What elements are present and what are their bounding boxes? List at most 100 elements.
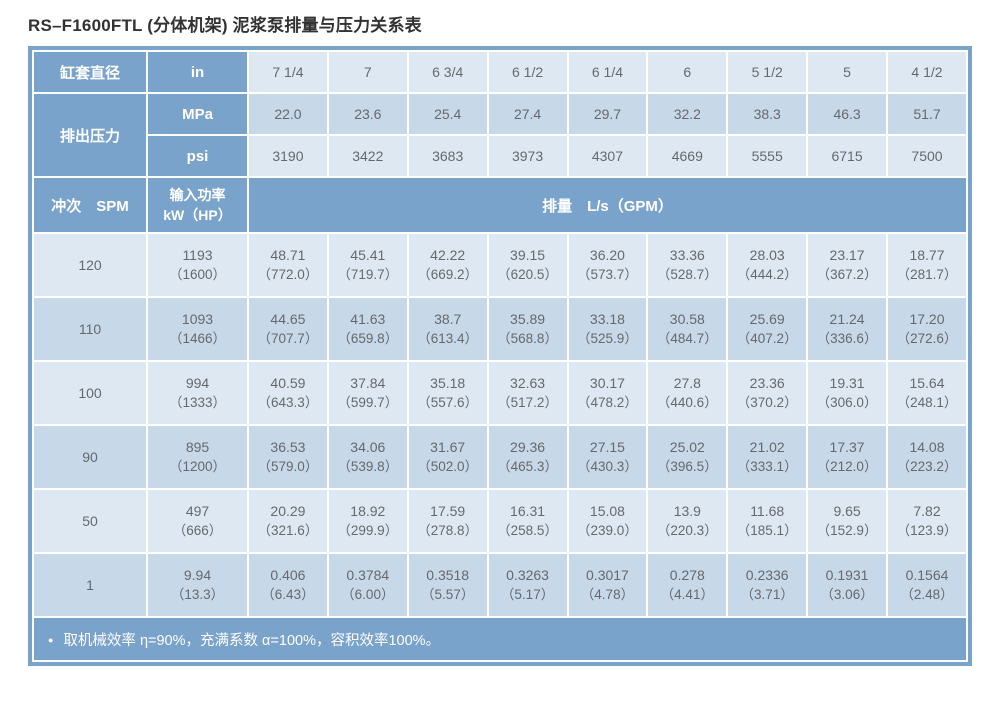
flow-cell: 44.65 （707.7） — [249, 298, 327, 360]
spec-table-frame: 缸套直径 in 7 1/4 7 6 3/4 6 1/2 6 1/4 6 5 1/2 5 4 1/… — [28, 46, 972, 666]
flow-cell: 14.08 （223.2） — [888, 426, 966, 488]
mpa-value-cell: 22.0 — [249, 94, 327, 134]
liner-unit-label: in — [148, 52, 247, 92]
page-title: RS–F1600FTL (分体机架) 泥浆泵排量与压力关系表 — [28, 16, 422, 35]
flow-cell: 34.06 （539.8） — [328, 426, 407, 488]
flow-cell: 17.59 （278.8） — [408, 490, 487, 552]
flow-cell: 33.36 （528.7） — [648, 234, 727, 296]
flow-cell: 25.69 （407.2） — [728, 298, 807, 360]
data-row-spm-50: 50 497 （666） 20.29 （321.6） 18.92 （299.9） 17.59 （… — [34, 490, 966, 552]
mpa-value-cell: 32.2 — [648, 94, 727, 134]
flow-cell: 36.20 （573.7） — [568, 234, 647, 296]
flow-cell: 0.3263 （5.17） — [488, 554, 567, 616]
mpa-value-cell: 38.3 — [728, 94, 807, 134]
psi-value-cell: 3190 — [249, 136, 327, 176]
bullet-icon: ● — [48, 634, 54, 645]
flow-cell: 17.37 （212.0） — [808, 426, 886, 488]
power-cell: 895 （1200） — [148, 426, 247, 488]
flow-cell: 11.68 （185.1） — [728, 490, 807, 552]
flow-cell: 20.29 （321.6） — [249, 490, 327, 552]
psi-value-cell: 3422 — [328, 136, 407, 176]
psi-label: psi — [148, 136, 247, 176]
power-cell: 1093 （1466） — [148, 298, 247, 360]
mpa-value-cell: 29.7 — [568, 94, 647, 134]
flow-cell: 13.9 （220.3） — [648, 490, 727, 552]
flow-cell: 41.63 （659.8） — [328, 298, 407, 360]
data-row-spm-110: 110 1093 （1466） 44.65 （707.7） 41.63 （659.8） 38.… — [34, 298, 966, 360]
flow-cell: 0.3784 （6.00） — [328, 554, 407, 616]
flow-cell: 25.02 （396.5） — [648, 426, 727, 488]
liner-size-cell: 6 — [648, 52, 727, 92]
spm-cell: 100 — [34, 362, 146, 424]
discharge-pressure-label: 排出压力 — [34, 94, 146, 176]
psi-value-cell: 3683 — [408, 136, 487, 176]
flow-cell: 31.67 （502.0） — [408, 426, 487, 488]
psi-value-cell: 7500 — [888, 136, 966, 176]
flow-rate-label: 排量 L/s（GPM） — [249, 178, 966, 232]
flow-cell: 23.36 （370.2） — [728, 362, 807, 424]
flow-cell: 15.08 （239.0） — [568, 490, 647, 552]
mpa-row: 排出压力 MPa 22.0 23.6 25.4 27.4 29.7 32.2 38.3 46.… — [34, 94, 966, 176]
flow-cell: 16.31 （258.5） — [488, 490, 567, 552]
flow-cell: 0.1564 （2.48） — [888, 554, 966, 616]
flow-cell: 18.77 （281.7） — [888, 234, 966, 296]
data-row-spm-1: 1 9.94 （13.3） 0.406 （6.43） 0.3784 （6.00） 0.3518… — [34, 554, 966, 616]
liner-size-cell: 5 1/2 — [728, 52, 807, 92]
note-text: 取机械效率 η=90%，充满系数 α=100%，容积效率100%。 — [63, 632, 441, 649]
flow-cell: 42.22 （669.2） — [408, 234, 487, 296]
input-power-label-line2: kW（HP） — [163, 207, 232, 223]
liner-size-cell: 6 1/2 — [488, 52, 567, 92]
mpa-value-cell: 46.3 — [808, 94, 886, 134]
input-power-label-line1: 输入功率 — [169, 187, 226, 203]
flow-cell: 30.58 （484.7） — [648, 298, 727, 360]
flow-cell: 37.84 （599.7） — [328, 362, 407, 424]
data-row-spm-100: 100 994 （1333） 40.59 （643.3） 37.84 （599.7） 35.1… — [34, 362, 966, 424]
note-cell: ● 取机械效率 η=90%，充满系数 α=100%，容积效率100%。 — [34, 618, 966, 660]
liner-size-cell: 6 3/4 — [408, 52, 487, 92]
liner-size-cell: 7 — [328, 52, 407, 92]
spm-cell: 120 — [34, 234, 146, 296]
data-row-spm-120: 120 1193 （1600） 48.71 （772.0） 45.41 （719.7） 42.… — [34, 234, 966, 296]
flow-cell: 23.17 （367.2） — [808, 234, 886, 296]
liner-size-cell: 4 1/2 — [888, 52, 966, 92]
mpa-label: MPa — [148, 94, 247, 134]
flow-cell: 40.59 （643.3） — [249, 362, 327, 424]
flow-cell: 0.1931 （3.06） — [808, 554, 886, 616]
flow-cell: 0.3017 （4.78） — [568, 554, 647, 616]
section-header-row: 冲次 SPM 输入功率 kW（HP） 排量 L/s（GPM） — [34, 178, 966, 232]
flow-cell: 33.18 （525.9） — [568, 298, 647, 360]
power-cell: 994 （1333） — [148, 362, 247, 424]
mpa-value-cell: 27.4 — [488, 94, 567, 134]
flow-cell: 32.63 （517.2） — [488, 362, 567, 424]
flow-cell: 17.20 （272.6） — [888, 298, 966, 360]
liner-size-cell: 5 — [808, 52, 886, 92]
flow-cell: 0.3518 （5.57） — [408, 554, 487, 616]
flow-cell: 27.8 （440.6） — [648, 362, 727, 424]
note-row: ● 取机械效率 η=90%，充满系数 α=100%，容积效率100%。 — [34, 618, 966, 660]
psi-value-cell: 5555 — [728, 136, 807, 176]
spm-cell: 50 — [34, 490, 146, 552]
psi-value-cell: 6715 — [808, 136, 886, 176]
flow-cell: 27.15 （430.3） — [568, 426, 647, 488]
flow-cell: 48.71 （772.0） — [249, 234, 327, 296]
mpa-value-cell: 51.7 — [888, 94, 966, 134]
flow-cell: 35.18 （557.6） — [408, 362, 487, 424]
flow-cell: 29.36 （465.3） — [488, 426, 567, 488]
spm-cell: 110 — [34, 298, 146, 360]
flow-cell: 0.2336 （3.71） — [728, 554, 807, 616]
flow-cell: 28.03 （444.2） — [728, 234, 807, 296]
flow-cell: 35.89 （568.8） — [488, 298, 567, 360]
spec-table: 缸套直径 in 7 1/4 7 6 3/4 6 1/2 6 1/4 6 5 1/2 5 4 1/… — [32, 50, 968, 662]
input-power-label: 输入功率 kW（HP） — [148, 178, 247, 232]
flow-cell: 39.15 （620.5） — [488, 234, 567, 296]
power-cell: 497 （666） — [148, 490, 247, 552]
flow-cell: 7.82 （123.9） — [888, 490, 966, 552]
flow-cell: 9.65 （152.9） — [808, 490, 886, 552]
flow-cell: 18.92 （299.9） — [328, 490, 407, 552]
flow-cell: 36.53 （579.0） — [249, 426, 327, 488]
flow-cell: 0.406 （6.43） — [249, 554, 327, 616]
flow-cell: 15.64 （248.1） — [888, 362, 966, 424]
flow-cell: 30.17 （478.2） — [568, 362, 647, 424]
psi-value-cell: 3973 — [488, 136, 567, 176]
